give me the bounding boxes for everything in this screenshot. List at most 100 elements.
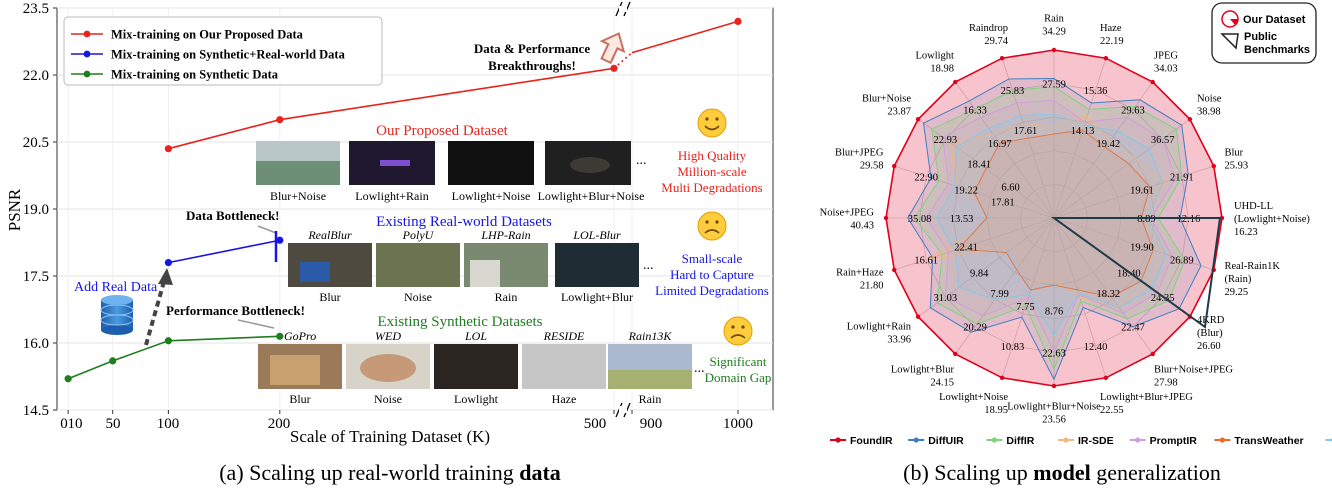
series-layer — [64, 17, 742, 383]
x-ticks: 0 10 50 100 200 500 900 1000 — [60, 410, 753, 432]
radar-axis-max: 25.93 — [1225, 161, 1249, 172]
legend-label: FoundIR — [850, 435, 893, 447]
legend-marker — [913, 437, 919, 443]
syn-ellipsis: ... — [694, 361, 705, 376]
caption-b: (b) Scaling up model generalization — [903, 460, 1221, 485]
legend-label: DiffUIR — [928, 435, 964, 447]
real-label-1: Blur — [319, 290, 340, 304]
data-point — [276, 332, 284, 340]
radar-spoke — [954, 217, 1055, 355]
syn-label-1: Blur — [289, 392, 310, 406]
radar-axis-label: Blur+Noise — [862, 93, 911, 104]
real-name-1: RealBlur — [307, 228, 352, 242]
our-thumb-label-1: Blur+Noise — [270, 189, 326, 203]
radar-axis-label: Rain — [1044, 14, 1065, 25]
database-icon — [100, 295, 134, 335]
breakthrough-line-1: Data & Performance — [474, 41, 590, 56]
public-benchmark-wedge — [1050, 217, 1222, 329]
smile-emoji-icon — [697, 108, 727, 138]
radar-point — [1150, 79, 1155, 85]
x-tick-label: 1000 — [723, 416, 753, 432]
thumb-lowlight-noise — [448, 141, 534, 185]
radar-axis-label: Blur+JPEG — [835, 148, 884, 159]
radar-axis-label: Lowlight+Blur+JPEG — [1100, 392, 1193, 403]
data-point — [109, 357, 117, 365]
radar-axis-max: 33.96 — [887, 335, 911, 346]
radar-point — [999, 56, 1005, 61]
radar-value-label: 17.61 — [1014, 126, 1038, 137]
add-real-data-label: Add Real Data — [74, 280, 158, 295]
syn-label-5: Rain — [639, 392, 662, 406]
real-label-4: Lowlight+Blur — [561, 290, 633, 304]
radar-point — [915, 314, 921, 319]
series-line — [67, 335, 280, 380]
radar-point — [915, 117, 921, 122]
radar-value-label: 18.40 — [1117, 268, 1141, 279]
y-tick-label: 22.0 — [23, 68, 49, 84]
radar-point — [1219, 215, 1225, 221]
radar-spoke — [1053, 217, 1154, 355]
our-dataset-legend-label: Our Dataset — [1243, 14, 1306, 26]
legend-label: Mix-training on Synthetic Data — [111, 68, 279, 82]
x-tick-label: 900 — [640, 416, 663, 432]
radar-legend: FoundIR DiffUIR DiffIR IR-SDE PromptIR TransW… — [830, 435, 1332, 447]
real-desc-3: Limited Degradations — [655, 283, 769, 298]
radar-value-label: 22.41 — [954, 243, 978, 254]
radar-axis-max: 34.29 — [1042, 27, 1066, 38]
syn-label-2: Noise — [374, 392, 402, 406]
radar-value-label: 10.83 — [1001, 342, 1025, 353]
legend-marker — [83, 50, 91, 58]
radar-value-label: 26.89 — [1170, 256, 1194, 267]
radar-axis-label: Lowlight+Noise — [939, 392, 1008, 403]
syn-name-5: Rain13K — [628, 329, 673, 343]
real-desc-2: Hard to Capture — [670, 267, 754, 282]
data-point — [164, 259, 172, 267]
radar-value-label: 16.61 — [914, 256, 938, 267]
legend-marker — [1063, 437, 1069, 443]
y-axis-label: PSNR — [5, 188, 24, 231]
radar-axis-label: Lowlight+Blur — [891, 364, 955, 375]
real-name-4: LOL-Blur — [572, 228, 621, 242]
add-real-data-arrow — [144, 268, 173, 346]
our-dataset-thumbnails — [256, 141, 631, 185]
radar-value-label: 18.32 — [1096, 289, 1120, 300]
real-ellipsis: ... — [643, 258, 654, 273]
radar-axis-max: 38.98 — [1197, 106, 1221, 117]
data-bottleneck-pointer — [257, 225, 277, 234]
radar-axis-max: 16.23 — [1234, 227, 1258, 238]
radar-value-label: 8.89 — [1137, 214, 1155, 225]
radar-value-label: 7.75 — [1016, 302, 1034, 313]
radar-axis-label: 4KRD — [1197, 315, 1225, 326]
radar-value-label: 7.99 — [991, 289, 1009, 300]
radar-value-label: 25.83 — [1001, 86, 1025, 97]
sad-emoji-icon — [697, 211, 727, 241]
radar-value-label: 35.08 — [908, 214, 932, 225]
performance-bottleneck-label: Performance Bottleneck! — [166, 303, 305, 318]
radar-axis-label: JPEG — [1154, 51, 1178, 62]
radar-axis-max: 29.58 — [860, 161, 884, 172]
radar-axis-label: Raindrop — [969, 23, 1008, 34]
our-dataset-title: Our Proposed Dataset — [376, 123, 508, 139]
radar-value-label: 6.60 — [1001, 182, 1019, 193]
y-tick-label: 14.5 — [23, 403, 49, 419]
radar-value-label: 16.97 — [988, 139, 1012, 150]
axis-break-bottom — [615, 402, 631, 418]
series-0 — [164, 17, 742, 153]
radar-series-airnet — [935, 113, 1167, 337]
chart-b: Rain 34.29 Haze 22.19 JPEG 34.03 Noise 38.98 Blu… — [820, 2, 1332, 485]
radar-value-label: 27.59 — [1042, 80, 1066, 91]
radar-spoke — [1053, 118, 1191, 219]
radar-axis-label: Noise — [1197, 93, 1222, 104]
radar-spoke — [1053, 165, 1214, 219]
x-tick-label: 500 — [584, 416, 607, 432]
syn-name-1: GoPro — [284, 329, 316, 343]
radar-value-label: 17.81 — [991, 197, 1015, 208]
radar-value-label: 12.40 — [1084, 342, 1108, 353]
radar-legend-item: DiffUIR — [908, 435, 964, 447]
radar-value-label: 21.91 — [1170, 172, 1194, 183]
breakthrough-arrow-icon — [599, 32, 626, 65]
legend-marker — [83, 70, 91, 78]
radar-point — [1103, 56, 1109, 61]
legend: Mix-training on Our Proposed Data Mix-tra… — [63, 16, 383, 86]
public-benchmark-icon — [1220, 33, 1239, 50]
